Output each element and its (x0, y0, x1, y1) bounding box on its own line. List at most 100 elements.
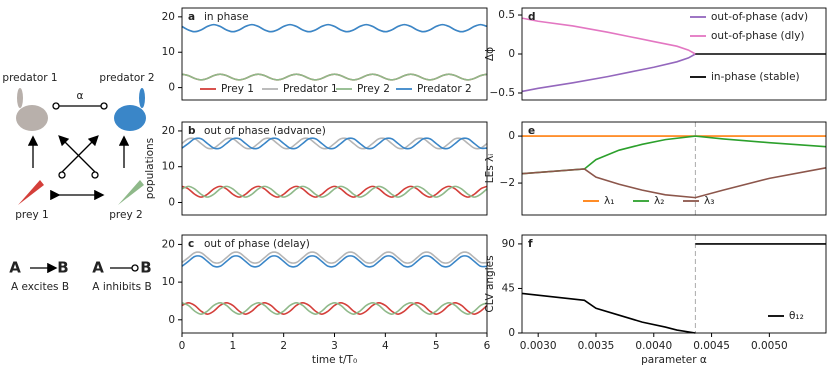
y-tick-label: 0 (508, 327, 515, 339)
inhibit-end (100, 102, 108, 110)
label: prey 2 (109, 209, 142, 221)
series-line (181, 73, 488, 81)
y-axis-label: Δϕ (484, 47, 496, 61)
legend-label: out-of-phase (adv) (711, 11, 808, 23)
series-line (181, 185, 488, 198)
series-line (181, 73, 488, 81)
series-line (521, 167, 827, 199)
x-tick-label: 4 (382, 340, 389, 352)
predator-2-ear (139, 88, 145, 108)
series-line (181, 255, 488, 268)
panel-letter: b (188, 125, 196, 137)
series-line (521, 53, 696, 93)
label: B (57, 259, 68, 277)
x-axis-label: parameter α (641, 354, 707, 366)
label: predator 1 (2, 72, 57, 84)
x-tick-label: 0.0040 (635, 340, 672, 352)
label: prey 1 (15, 209, 48, 221)
panel-title: out of phase (advance) (204, 125, 326, 137)
predator-1-ear (17, 88, 23, 108)
x-tick-label: 5 (433, 340, 440, 352)
series-line (521, 243, 826, 334)
y-tick-label: 45 (502, 282, 515, 294)
series-line (181, 251, 488, 264)
label: α (77, 90, 84, 102)
panel-title: out of phase (delay) (204, 238, 310, 250)
x-tick-label: 0.0030 (520, 340, 557, 352)
label: predator 2 (99, 72, 154, 84)
x-tick-label: 0.0035 (578, 340, 615, 352)
x-tick-label: 6 (484, 340, 491, 352)
y-tick-label: 0 (168, 196, 175, 208)
plot-frame (521, 121, 827, 216)
panel-letter: f (528, 238, 533, 250)
y-axis-label: LEs λᵢ (484, 154, 496, 184)
series-line (181, 185, 488, 198)
diagram (16, 88, 146, 274)
legend-label: Predator 2 (417, 83, 472, 95)
plot-frame (521, 234, 827, 334)
label: A (92, 259, 104, 277)
inhibit-end (91, 171, 99, 179)
panel-letter: e (528, 125, 535, 137)
panel-letter: d (528, 11, 536, 23)
y-tick-label: −2 (500, 177, 515, 189)
series-line (521, 135, 827, 175)
y-tick-label: −0.5 (490, 87, 516, 99)
series-line (181, 137, 488, 150)
legend-label: Prey 1 (221, 83, 254, 95)
y-axis-label: CLV angles (484, 255, 496, 312)
y-tick-label: 10 (162, 46, 175, 58)
x-axis-label: time t/T₀ (312, 354, 357, 366)
legend-label: λ₁ (604, 195, 614, 207)
y-tick-label: 10 (162, 276, 175, 288)
x-tick-label: 3 (331, 340, 338, 352)
predator-2-icon (114, 105, 146, 131)
legend-label: λ₃ (704, 195, 714, 207)
panel-letter: c (188, 238, 194, 250)
x-tick-label: 1 (229, 340, 236, 352)
legend-label: Predator 1 (283, 83, 338, 95)
series-line (181, 23, 488, 33)
legend-label: θ₁₂ (789, 310, 804, 322)
series-line (521, 17, 696, 55)
x-tick-label: 0.0045 (693, 340, 730, 352)
plot-frame (181, 121, 488, 216)
series-line (181, 302, 488, 315)
x-tick-label: 0.0050 (751, 340, 788, 352)
prey-1-icon (18, 180, 44, 205)
label: A inhibits B (92, 281, 151, 293)
y-tick-label: 0 (508, 48, 515, 60)
y-tick-label: 10 (162, 161, 175, 173)
prey-2-icon (118, 180, 144, 205)
x-tick-label: 0 (179, 340, 186, 352)
legend-label: λ₂ (654, 195, 664, 207)
inhibit-end (131, 264, 139, 272)
label: A excites B (11, 281, 69, 293)
predator-1-icon (16, 105, 48, 131)
legend-label: in-phase (stable) (711, 71, 800, 83)
plot-frame (181, 7, 488, 101)
y-tick-label: 0.5 (498, 9, 515, 21)
y-tick-label: 0 (168, 82, 175, 94)
y-tick-label: 20 (162, 238, 175, 250)
plot-frame (181, 234, 488, 334)
arrow (61, 135, 99, 173)
y-axis-label: populations (144, 138, 156, 199)
arrow (58, 135, 96, 173)
panel-letter: a (188, 11, 195, 23)
legend-label: Prey 2 (357, 83, 390, 95)
inhibit-end (52, 102, 60, 110)
y-tick-label: 0 (168, 314, 175, 326)
inhibit-end (58, 171, 66, 179)
label: A (9, 259, 21, 277)
y-tick-label: 20 (162, 11, 175, 23)
plot-frame (521, 7, 827, 101)
y-tick-label: 90 (502, 238, 515, 250)
series-line (181, 302, 488, 315)
legend-label: out-of-phase (dly) (711, 30, 805, 42)
x-tick-label: 2 (280, 340, 287, 352)
label: B (140, 259, 151, 277)
y-tick-label: 20 (162, 125, 175, 137)
